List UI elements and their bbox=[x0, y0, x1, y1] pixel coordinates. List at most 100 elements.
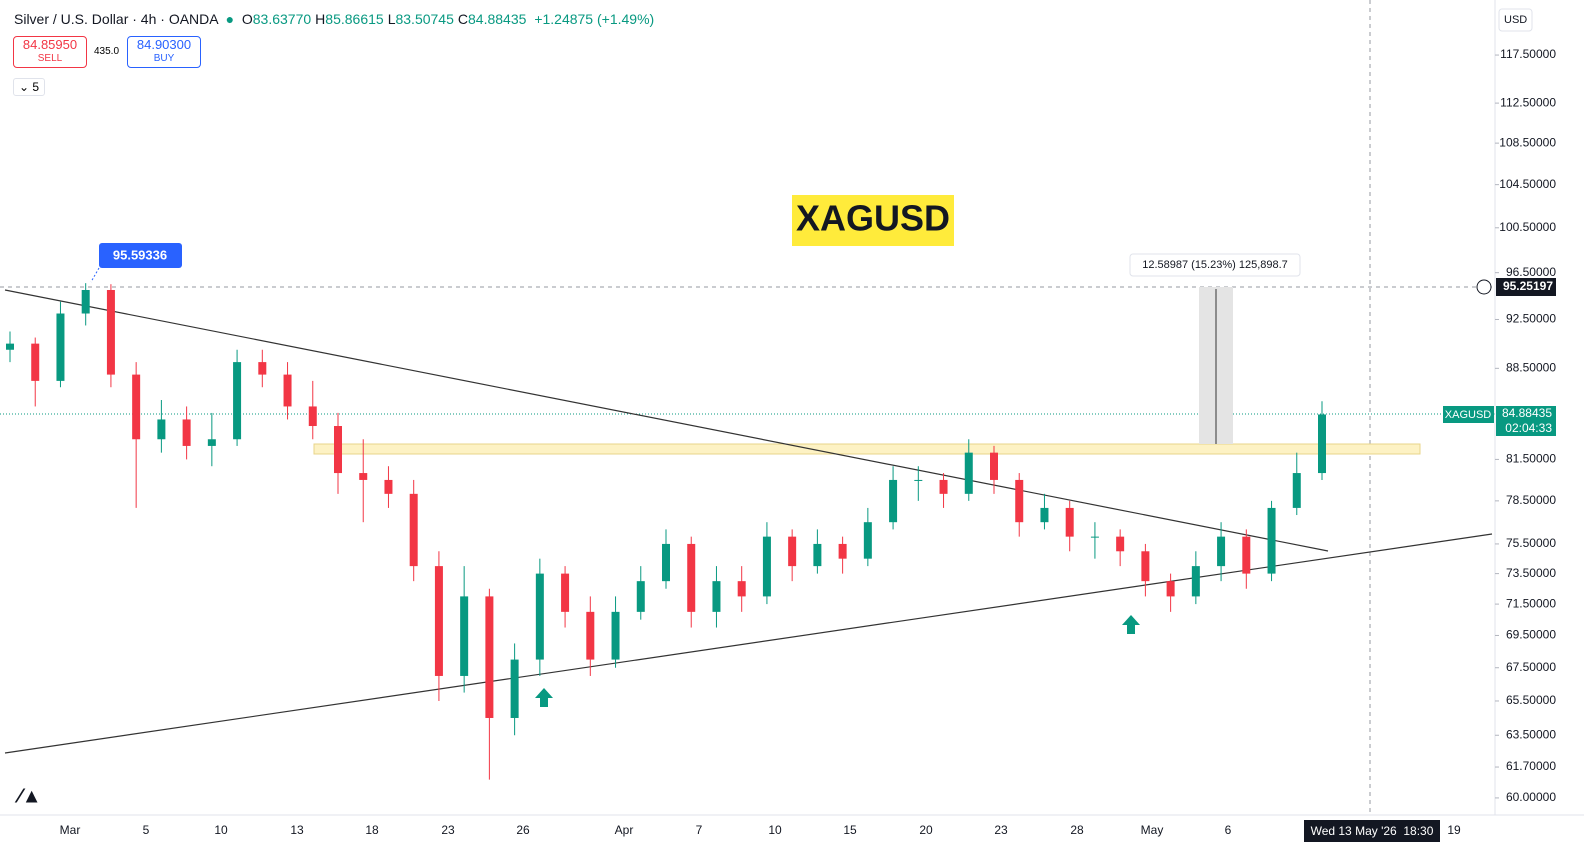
candle-body bbox=[838, 543, 847, 559]
crosshair-price-box bbox=[1496, 278, 1556, 296]
x-tick-label: 26 bbox=[516, 823, 530, 837]
candle-body bbox=[561, 573, 570, 612]
y-tick-label: 117.50000 bbox=[1500, 47, 1556, 61]
ohlc-value: 84.88435 bbox=[468, 11, 527, 27]
ohlc-label: L bbox=[387, 11, 396, 27]
symbol-header: Silver / U.S. Dollar · 4h · OANDA ● O83.… bbox=[14, 11, 655, 27]
x-tick-label: Mar bbox=[60, 823, 81, 837]
symbol-title[interactable]: Silver / U.S. Dollar · 4h · OANDA bbox=[14, 11, 218, 27]
y-tick-label: 112.50000 bbox=[1500, 95, 1556, 109]
candle-body bbox=[1292, 473, 1301, 508]
candle-body bbox=[863, 522, 872, 559]
ohlc-label: C bbox=[457, 11, 469, 27]
candle-body bbox=[535, 573, 544, 660]
ohlc-value: 85.86615 bbox=[325, 11, 384, 27]
candle-body bbox=[662, 543, 670, 582]
candle-body bbox=[460, 596, 469, 676]
candle-body bbox=[737, 581, 746, 597]
y-tick-label: 108.50000 bbox=[1499, 135, 1556, 149]
y-tick-label: 71.50000 bbox=[1506, 596, 1556, 610]
candle-body bbox=[106, 289, 115, 375]
candle-body bbox=[6, 343, 14, 350]
candle-body bbox=[889, 479, 898, 523]
y-tick-label: 92.50000 bbox=[1506, 312, 1556, 326]
candle-body bbox=[1318, 414, 1326, 474]
buy-button[interactable]: 84.90300 BUY bbox=[127, 36, 201, 68]
candle-body bbox=[207, 439, 216, 446]
crosshair-price: 95.25197 bbox=[1503, 279, 1553, 293]
last-symbol-box bbox=[1443, 406, 1494, 423]
buy-price: 84.90300 bbox=[136, 37, 192, 52]
ohlc-value: 83.63770 bbox=[252, 11, 312, 27]
candle-body bbox=[157, 419, 166, 440]
symbol-badge bbox=[792, 195, 954, 246]
candle-body bbox=[359, 473, 368, 480]
x-tick-label: 23 bbox=[994, 823, 1008, 837]
change: +1.24875 (+1.49%) bbox=[534, 11, 655, 27]
x-tick-label: 20 bbox=[919, 823, 933, 837]
y-tick-label: 96.50000 bbox=[1506, 265, 1556, 279]
x-tick-label: 18 bbox=[365, 823, 379, 837]
y-tick-label: 61.70000 bbox=[1506, 759, 1556, 773]
measure-label-box bbox=[1129, 253, 1301, 277]
candle-body bbox=[258, 362, 267, 375]
y-tick-label: 60.00000 bbox=[1506, 790, 1556, 804]
candle-body bbox=[182, 419, 191, 446]
measure-box bbox=[1199, 287, 1233, 444]
candle-body bbox=[1065, 507, 1074, 537]
candle-body bbox=[510, 659, 519, 718]
candle-body bbox=[1015, 479, 1024, 523]
candle-body bbox=[762, 536, 771, 597]
y-tick-label: 81.50000 bbox=[1506, 452, 1556, 466]
candle-body bbox=[31, 343, 40, 381]
callout-pointer bbox=[90, 267, 100, 283]
candle-body bbox=[384, 479, 393, 494]
candle-body bbox=[687, 543, 696, 612]
x-tick-label: 6 bbox=[1225, 823, 1232, 837]
currency-box[interactable] bbox=[1498, 8, 1533, 32]
countdown: 02:04:33 bbox=[1505, 421, 1552, 435]
x-tick-label: 15 bbox=[843, 823, 857, 837]
trendline-up bbox=[4, 533, 1493, 754]
high-callout-text: 95.59336 bbox=[113, 247, 167, 262]
sell-button[interactable]: 84.85950 SELL bbox=[13, 36, 87, 68]
x-tick-label: 7 bbox=[696, 823, 703, 837]
add-alert[interactable] bbox=[1476, 279, 1492, 295]
buy-label: BUY bbox=[153, 53, 175, 64]
x-tick-label: 5 bbox=[143, 823, 150, 837]
x-tick-label: 10 bbox=[214, 823, 228, 837]
candle-body bbox=[56, 313, 65, 381]
ohlc-label: O bbox=[241, 11, 253, 27]
ohlc-value: 83.50745 bbox=[395, 11, 454, 27]
candle-body bbox=[1166, 581, 1175, 597]
candle-body bbox=[712, 581, 721, 612]
x-tick-label: 13 bbox=[290, 823, 304, 837]
candle-body bbox=[990, 452, 998, 480]
sell-label: SELL bbox=[37, 53, 63, 64]
candle-body bbox=[308, 406, 317, 427]
candle-body bbox=[939, 479, 948, 494]
sell-price: 84.85950 bbox=[22, 37, 78, 52]
last-symbol: XAGUSD bbox=[1445, 409, 1492, 421]
indicators-toggle[interactable]: ⌄ 5 bbox=[13, 78, 46, 96]
candle-body bbox=[813, 543, 822, 567]
trendline-down bbox=[4, 289, 1329, 552]
candle-body bbox=[1217, 536, 1226, 567]
y-tick-label: 88.50000 bbox=[1506, 361, 1556, 375]
candle-body bbox=[1116, 536, 1125, 552]
y-tick-label: 69.50000 bbox=[1506, 628, 1556, 642]
arrow-up bbox=[1122, 615, 1140, 634]
y-tick-label: 63.50000 bbox=[1506, 727, 1556, 741]
candle-body bbox=[434, 566, 443, 676]
x-tick-label: 28 bbox=[1070, 823, 1084, 837]
candle-body bbox=[334, 426, 342, 474]
y-tick-label: 65.50000 bbox=[1506, 693, 1556, 707]
x-tick-label: May bbox=[1141, 823, 1164, 837]
candle-body bbox=[1141, 551, 1150, 582]
y-tick-label: 67.50000 bbox=[1506, 660, 1556, 674]
ohlc: O83.63770 H85.86615 L83.50745 C84.88435 bbox=[242, 11, 531, 27]
resistance-zone bbox=[313, 443, 1421, 455]
ohlc-label: H bbox=[315, 11, 326, 27]
x-tick-label: Apr bbox=[615, 823, 634, 837]
